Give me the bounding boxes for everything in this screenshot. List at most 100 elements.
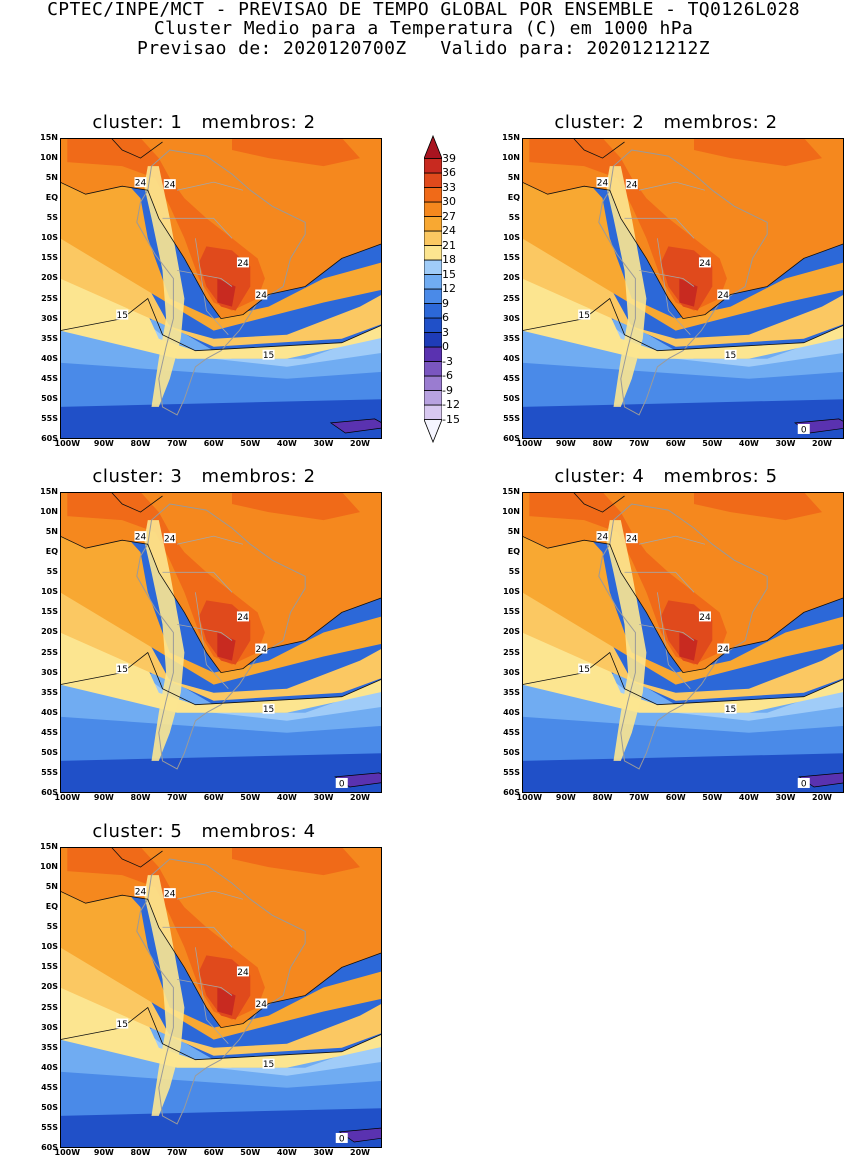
lon-tick-label: 100W: [54, 1148, 81, 1157]
contour-label: 0: [797, 777, 810, 789]
lat-tick-label: EQ: [45, 193, 58, 203]
lon-tick-label: 80W: [130, 793, 151, 802]
colorbar: [424, 134, 442, 444]
lat-tick-label: 25S: [41, 647, 58, 657]
colorbar-label: -6: [442, 369, 453, 382]
colorbar-label: -15: [442, 412, 460, 426]
contour-label: 24: [236, 257, 249, 269]
colorbar-segment: [424, 134, 442, 159]
lon-tick-label: 40W: [276, 793, 297, 802]
colorbar-label: -3: [442, 354, 453, 368]
svg-text:24: 24: [718, 645, 730, 655]
lat-tick-label: 40S: [503, 353, 520, 363]
temperature-map: 24 24 24 24 15 15 0: [522, 138, 844, 439]
lon-tick-label: 20W: [812, 793, 833, 802]
contour-label: 15: [724, 703, 737, 715]
contour-label: 24: [596, 531, 609, 543]
lat-tick-label: 50S: [503, 393, 520, 403]
colorbar-segment: [424, 346, 442, 362]
contour-label: 24: [163, 179, 176, 191]
contour-label: 15: [262, 703, 275, 715]
colorbar-label: -12: [442, 398, 460, 411]
lat-tick-label: 20S: [41, 627, 58, 637]
lat-tick-label: 10S: [41, 233, 58, 243]
lat-tick-label: 10N: [40, 507, 58, 517]
lat-tick-label: 30S: [41, 313, 58, 323]
colorbar-segment: [424, 404, 442, 420]
colorbar-label: 12: [442, 282, 456, 295]
lat-tick-label: 5S: [508, 213, 520, 223]
lon-tick-label: 90W: [93, 793, 114, 802]
lat-tick-label: 5N: [507, 173, 520, 183]
lat-tick-label: EQ: [45, 547, 58, 557]
lon-tick-label: 20W: [812, 439, 833, 448]
lon-tick-label: 50W: [240, 1148, 261, 1157]
contour-label: 15: [262, 1058, 275, 1070]
lat-tick-label: 60S: [41, 788, 58, 797]
lat-tick-label: 55S: [41, 767, 58, 777]
lat-tick-label: 60S: [503, 434, 520, 443]
svg-text:24: 24: [164, 181, 176, 191]
svg-text:0: 0: [339, 1134, 345, 1144]
lat-tick-label: 15N: [502, 133, 520, 142]
map-panel: cluster: 3 membros: 2 24 24 24 24 15 15 0 15N 10N…: [34, 466, 382, 811]
contour-label: 24: [698, 611, 711, 623]
lon-tick-label: 70W: [629, 793, 650, 802]
lon-tick-label: 20W: [350, 439, 371, 448]
svg-text:24: 24: [699, 613, 711, 623]
lat-tick-label: 25S: [41, 293, 58, 303]
svg-text:24: 24: [626, 181, 638, 191]
lon-tick-label: 20W: [350, 793, 371, 802]
colorbar-segment: [424, 419, 442, 444]
contour-label: 15: [724, 349, 737, 361]
lat-tick-label: 20S: [41, 273, 58, 283]
svg-text:24: 24: [256, 291, 268, 301]
lon-tick-label: 80W: [130, 439, 151, 448]
lat-tick-label: 60S: [41, 1143, 58, 1152]
lat-tick-label: EQ: [45, 902, 58, 912]
colorbar-segment: [424, 317, 442, 333]
contour-label: 15: [578, 663, 591, 675]
lat-tick-label: 50S: [503, 747, 520, 757]
colorbar-label: 9: [442, 296, 449, 310]
svg-text:24: 24: [699, 259, 711, 269]
panel-title: cluster: 5 membros: 4: [92, 821, 316, 842]
colorbar-segment: [424, 187, 442, 203]
svg-text:24: 24: [718, 291, 730, 301]
map-panel: cluster: 1 membros: 2 24 24 24 24 15 15 15N 10N 5…: [34, 112, 382, 457]
lat-tick-label: 15S: [503, 607, 520, 617]
svg-text:24: 24: [256, 1000, 268, 1010]
svg-text:24: 24: [597, 533, 609, 543]
lon-tick-label: 40W: [276, 1148, 297, 1157]
lat-tick-label: EQ: [507, 193, 520, 203]
lat-tick-label: 40S: [41, 353, 58, 363]
lat-tick-label: 15S: [503, 253, 520, 263]
svg-text:0: 0: [801, 425, 807, 435]
contour-label: 24: [255, 643, 268, 655]
lat-tick-label: 55S: [41, 413, 58, 423]
colorbar-label: 36: [442, 166, 456, 179]
contour-label: 24: [625, 533, 638, 545]
lon-tick-label: 60W: [665, 439, 686, 448]
lat-tick-label: 40S: [41, 1062, 58, 1072]
panel-title: cluster: 1 membros: 2: [92, 112, 316, 133]
lon-tick-label: 90W: [555, 793, 576, 802]
lon-tick-label: 50W: [240, 793, 261, 802]
lat-tick-label: 45S: [41, 373, 58, 383]
lon-tick-label: 80W: [130, 1148, 151, 1157]
lat-tick-label: 5N: [507, 527, 520, 537]
colorbar-segment: [424, 303, 442, 319]
svg-text:24: 24: [237, 259, 249, 269]
map-panel: cluster: 4 membros: 5 24 24 24 24 15 15 0 15N 10N…: [496, 466, 844, 811]
lat-tick-label: 25S: [41, 1002, 58, 1012]
lon-tick-label: 70W: [167, 793, 188, 802]
lon-tick-label: 100W: [516, 439, 543, 448]
svg-text:15: 15: [578, 311, 589, 321]
colorbar-label: -9: [442, 383, 453, 397]
colorbar-segment: [424, 259, 442, 275]
lat-tick-label: 15N: [502, 487, 520, 496]
contour-label: 15: [116, 663, 129, 675]
lat-tick-label: 55S: [503, 413, 520, 423]
lat-tick-label: 5N: [45, 882, 58, 892]
lat-tick-label: 15S: [41, 607, 58, 617]
